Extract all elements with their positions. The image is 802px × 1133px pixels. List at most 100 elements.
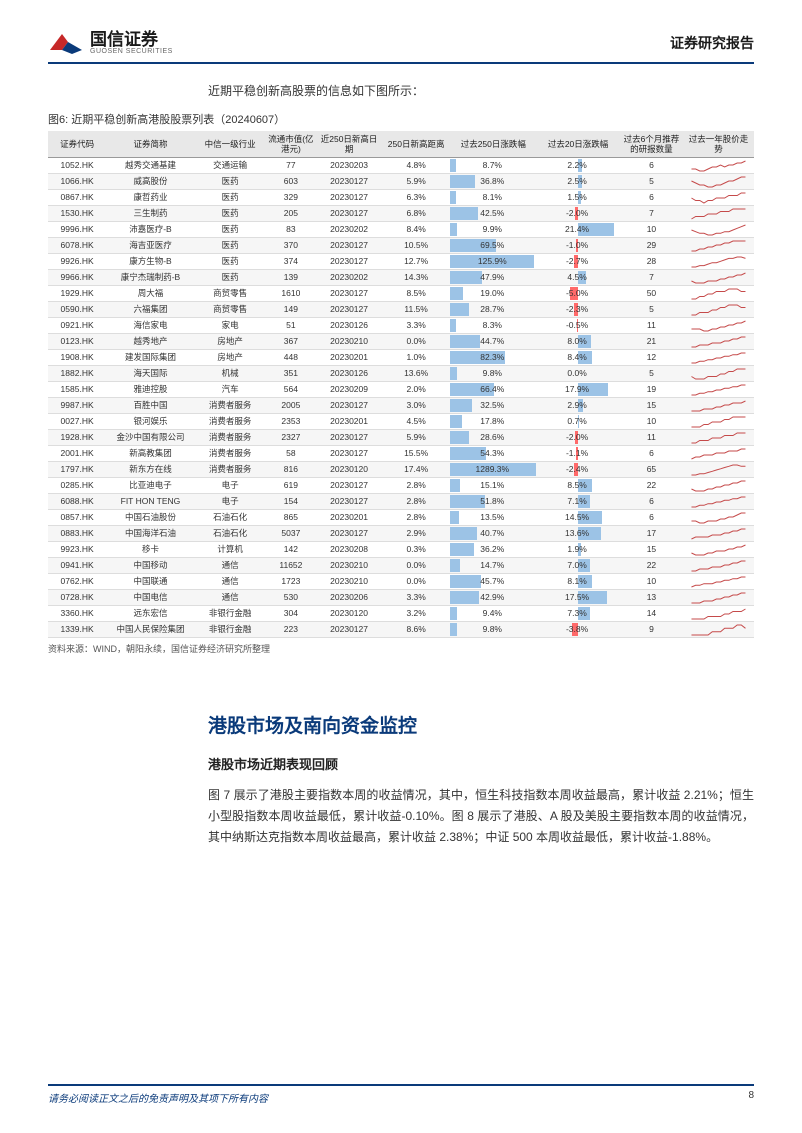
table-cell: 6 <box>620 494 683 510</box>
table-cell: 海信家电 <box>106 318 195 334</box>
table-row: 0883.HK中国海洋石油石油石化5037202301272.9%40.7%13… <box>48 526 754 542</box>
table-cell: 20230120 <box>316 462 382 478</box>
table-cell: 2.9% <box>536 398 620 414</box>
table-cell: 5 <box>620 174 683 190</box>
body-paragraph: 图 7 展示了港股主要指数本周的收益情况，其中，恒生科技指数本周收益最高，累计收… <box>208 785 754 848</box>
table-cell: 8.4% <box>382 222 450 238</box>
table-row: 0728.HK中国电信通信530202302063.3%42.9%17.5%13 <box>48 590 754 606</box>
table-cell: 0.0% <box>382 334 450 350</box>
table-cell <box>683 350 754 366</box>
table-cell: 8.4% <box>536 350 620 366</box>
table-cell: 4.5% <box>536 270 620 286</box>
table-row: 0921.HK海信家电家电51202301263.3%8.3%-0.5%11 <box>48 318 754 334</box>
table-cell: 22 <box>620 558 683 574</box>
table-cell: 149 <box>266 302 317 318</box>
table-cell: 82.3% <box>450 350 536 366</box>
table-cell: -2.3% <box>536 302 620 318</box>
table-cell: 家电 <box>195 318 266 334</box>
table-cell: 28.7% <box>450 302 536 318</box>
table-cell: 10 <box>620 574 683 590</box>
table-cell: 康方生物-B <box>106 254 195 270</box>
table-cell: 77 <box>266 158 317 174</box>
table-cell: 9.8% <box>450 366 536 382</box>
table-cell <box>683 462 754 478</box>
table-cell: 564 <box>266 382 317 398</box>
table-cell: 消费者服务 <box>195 414 266 430</box>
table-cell: 6088.HK <box>48 494 106 510</box>
table-cell: 0.0% <box>382 574 450 590</box>
column-header: 流通市值(亿港元) <box>266 131 317 158</box>
table-cell: 4.5% <box>382 414 450 430</box>
table-row: 9926.HK康方生物-B医药3742023012712.7%125.9%-2.… <box>48 254 754 270</box>
column-header: 250日新高距离 <box>382 131 450 158</box>
table-cell: 42.9% <box>450 590 536 606</box>
table-cell <box>683 446 754 462</box>
table-row: 0762.HK中国联通通信1723202302100.0%45.7%8.1%10 <box>48 574 754 590</box>
table-cell: 康哲药业 <box>106 190 195 206</box>
table-cell: 17.8% <box>450 414 536 430</box>
table-cell <box>683 478 754 494</box>
report-type: 证券研究报告 <box>670 33 754 53</box>
table-cell: 中国海洋石油 <box>106 526 195 542</box>
table-cell: 通信 <box>195 574 266 590</box>
table-row: 1882.HK海天国际机械3512023012613.6%9.8%0.0%5 <box>48 366 754 382</box>
table-cell: 中国石油股份 <box>106 510 195 526</box>
table-cell: 远东宏信 <box>106 606 195 622</box>
table-cell: 8.3% <box>450 318 536 334</box>
table-cell <box>683 606 754 622</box>
table-cell: 六福集团 <box>106 302 195 318</box>
table-row: 9923.HK移卡计算机142202302080.3%36.2%1.9%15 <box>48 542 754 558</box>
table-cell: 通信 <box>195 558 266 574</box>
table-cell: 0123.HK <box>48 334 106 350</box>
table-cell: 20230208 <box>316 542 382 558</box>
table-cell: 42.5% <box>450 206 536 222</box>
table-cell: 22 <box>620 478 683 494</box>
table-row: 1928.HK金沙中国有限公司消费者服务2327202301275.9%28.6… <box>48 430 754 446</box>
table-cell: 越秀交通基建 <box>106 158 195 174</box>
table-cell: 45.7% <box>450 574 536 590</box>
company-name-en: GUOSEN SECURITIES <box>90 48 173 55</box>
table-cell: 47.9% <box>450 270 536 286</box>
table-cell: 14.5% <box>536 510 620 526</box>
table-cell <box>683 302 754 318</box>
table-cell: 医药 <box>195 222 266 238</box>
table-cell: 康宁杰瑞制药-B <box>106 270 195 286</box>
table-cell <box>683 222 754 238</box>
table-cell: 6.3% <box>382 190 450 206</box>
table-cell: 17.5% <box>536 590 620 606</box>
table-cell: 12.7% <box>382 254 450 270</box>
table-cell: -1.0% <box>536 238 620 254</box>
table-cell: 3.2% <box>382 606 450 622</box>
table-cell: 8.0% <box>536 334 620 350</box>
table-cell: 6078.HK <box>48 238 106 254</box>
table-cell: 69.5% <box>450 238 536 254</box>
table-cell: 0.3% <box>382 542 450 558</box>
table-cell: 6 <box>620 446 683 462</box>
table-cell: 中国移动 <box>106 558 195 574</box>
table-cell: 消费者服务 <box>195 462 266 478</box>
table-cell <box>683 158 754 174</box>
table-cell: 139 <box>266 270 317 286</box>
table-row: 1929.HK周大福商贸零售1610202301278.5%19.0%-5.0%… <box>48 286 754 302</box>
table-cell: 20230127 <box>316 302 382 318</box>
table-cell: 329 <box>266 190 317 206</box>
table-cell: 20230127 <box>316 526 382 542</box>
table-cell: 房地产 <box>195 334 266 350</box>
table-cell: 816 <box>266 462 317 478</box>
table-cell: -1.1% <box>536 446 620 462</box>
table-cell: 0590.HK <box>48 302 106 318</box>
table-cell: 8.1% <box>450 190 536 206</box>
table-cell: 13.5% <box>450 510 536 526</box>
column-header: 过去250日涨跌幅 <box>450 131 536 158</box>
table-cell: -2.0% <box>536 430 620 446</box>
table-cell: 百胜中国 <box>106 398 195 414</box>
table-cell: -3.8% <box>536 622 620 638</box>
table-cell: 1723 <box>266 574 317 590</box>
table-cell: 14.3% <box>382 270 450 286</box>
table-cell: 医药 <box>195 254 266 270</box>
table-cell: 0728.HK <box>48 590 106 606</box>
table-cell: 20230127 <box>316 494 382 510</box>
table-cell: 20230127 <box>316 622 382 638</box>
table-cell: 1610 <box>266 286 317 302</box>
table-cell: 沛嘉医疗-B <box>106 222 195 238</box>
